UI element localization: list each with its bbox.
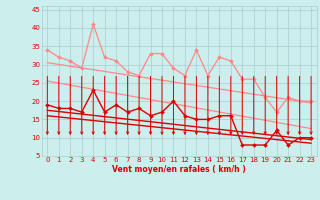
X-axis label: Vent moyen/en rafales ( km/h ): Vent moyen/en rafales ( km/h ) bbox=[112, 165, 246, 174]
